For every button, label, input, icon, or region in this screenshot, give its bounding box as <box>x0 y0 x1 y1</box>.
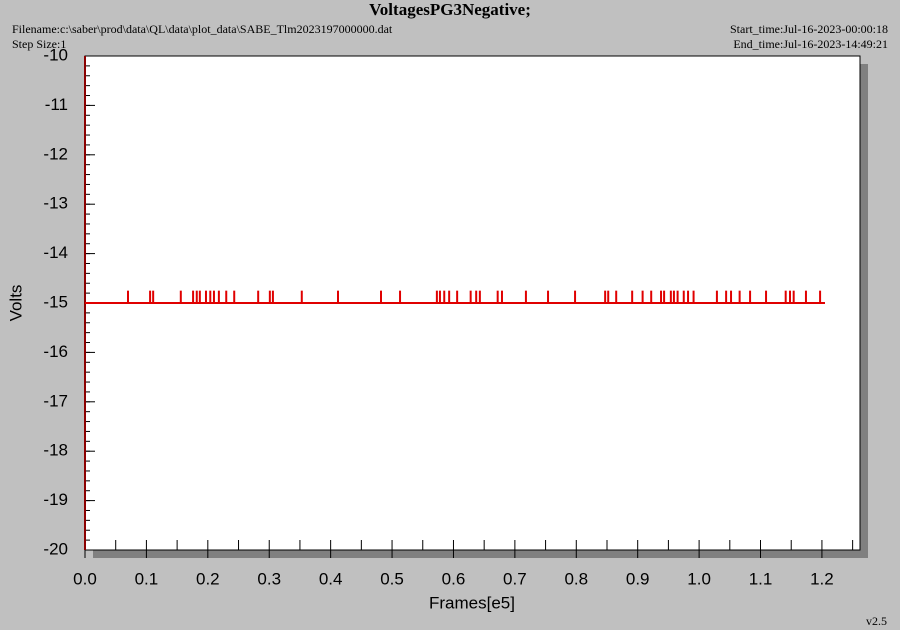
x-tick-label: 0.9 <box>626 569 650 588</box>
y-tick-label: -11 <box>45 95 68 114</box>
x-tick-label: 0.7 <box>503 569 527 588</box>
y-tick-label: -10 <box>43 45 68 64</box>
y-tick-label: -12 <box>43 144 68 163</box>
y-tick-label: -19 <box>43 490 68 509</box>
x-axis-label: Frames[e5] <box>429 593 515 612</box>
x-tick-label: 1.0 <box>687 569 711 588</box>
x-tick-label: 0.5 <box>380 569 404 588</box>
step-size: Step Size:1 <box>12 37 66 51</box>
y-axis-label: Volts <box>6 285 25 322</box>
y-tick-label: -13 <box>43 194 68 213</box>
chart-title: VoltagesPG3Negative; <box>369 0 531 19</box>
y-tick-label: -20 <box>43 539 68 558</box>
y-tick-label: -17 <box>43 391 68 410</box>
end-time: End_time:Jul-16-2023-14:49:21 <box>733 37 888 51</box>
x-tick-label: 0.6 <box>442 569 466 588</box>
y-tick-label: -14 <box>43 243 68 262</box>
x-tick-label: 0.4 <box>319 569 343 588</box>
version: v2.5 <box>866 614 887 628</box>
x-tick-label: 0.0 <box>73 569 97 588</box>
y-tick-label: -18 <box>43 441 68 460</box>
start-time: Start_time:Jul-16-2023-00:00:18 <box>730 22 888 36</box>
x-tick-label: 0.8 <box>564 569 588 588</box>
x-tick-label: 1.1 <box>749 569 773 588</box>
x-tick-label: 0.3 <box>257 569 281 588</box>
y-tick-label: -16 <box>43 342 68 361</box>
filename: Filename:c:\saber\prod\data\QL\data\plot… <box>12 22 393 36</box>
x-tick-label: 1.2 <box>810 569 834 588</box>
y-tick-label: -15 <box>43 292 68 311</box>
x-tick-label: 0.2 <box>196 569 220 588</box>
x-tick-label: 0.1 <box>135 569 159 588</box>
